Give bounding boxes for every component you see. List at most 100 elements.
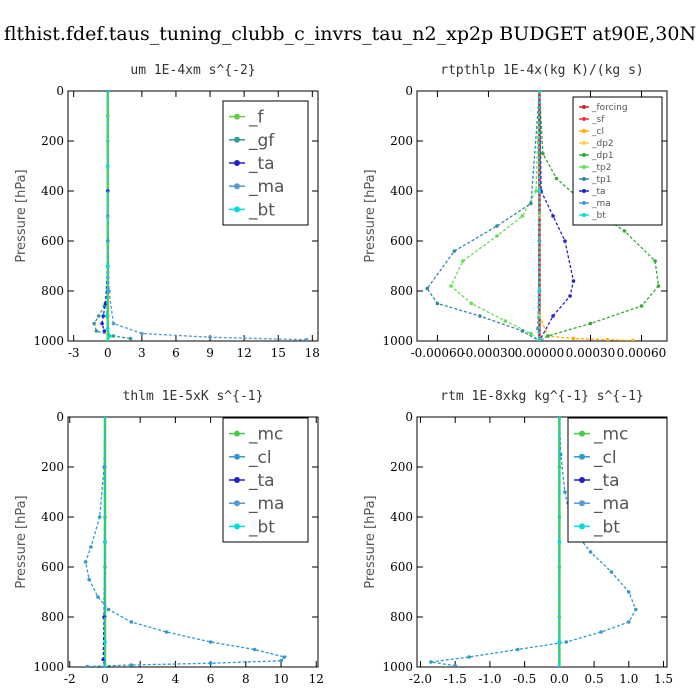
data-point (656, 284, 661, 288)
legend-label: _dp2 (591, 139, 614, 149)
series-group (429, 417, 638, 667)
y-tick-label: 800 (41, 610, 64, 624)
legend-marker (234, 183, 240, 190)
y-tick-label: 400 (390, 184, 413, 198)
y-tick-label: 600 (41, 560, 64, 574)
data-point (104, 314, 109, 318)
legend-marker (582, 129, 586, 133)
data-point (535, 326, 540, 331)
data-point (105, 339, 110, 341)
x-tick-label: 9 (206, 346, 214, 360)
y-tick-label: 800 (41, 284, 64, 298)
legend-marker (234, 523, 240, 530)
y-axis-label: Pressure [hPa] (363, 495, 378, 588)
data-point (639, 304, 644, 308)
legend-marker (582, 153, 586, 157)
data-point (541, 151, 545, 156)
chart-title: um 1E-4xm s^{-2} (130, 63, 255, 78)
x-tick-label: 10 (273, 672, 288, 686)
x-tick-label: 6 (207, 672, 215, 686)
y-tick-label: 0 (56, 84, 64, 98)
y-tick-label: 0 (405, 410, 413, 424)
data-point (208, 640, 213, 644)
y-tick-label: 600 (41, 234, 64, 248)
y-tick-label: 0 (405, 84, 413, 98)
data-point (557, 540, 562, 544)
x-tick-label: 2 (136, 672, 144, 686)
data-point (92, 321, 96, 326)
x-tick-label: 4 (172, 672, 180, 686)
y-tick-label: 400 (41, 510, 64, 524)
legend-marker (579, 430, 585, 437)
legend-label: _f (248, 108, 265, 128)
data-point (429, 660, 433, 664)
legend-label: _bt (591, 211, 606, 221)
legend-label: _ta (593, 471, 620, 491)
data-point (568, 294, 572, 298)
legend: _forcing _sf _cl _dp2 _dp1 _tp2 _tp1 _ta _ma _bt (572, 96, 663, 226)
legend-marker (582, 117, 586, 121)
data-point (449, 284, 453, 288)
legend-box (572, 96, 663, 226)
data-point (435, 301, 440, 306)
data-point (102, 329, 107, 333)
x-tick-label: 0.00060 (617, 346, 667, 360)
series-group (92, 91, 309, 341)
data-point (537, 339, 542, 341)
series-line (430, 417, 637, 667)
x-tick-label: -0.5 (513, 672, 536, 686)
data-point (554, 176, 559, 181)
data-point (469, 301, 474, 306)
data-point (588, 321, 593, 326)
y-axis-label: Pressure [hPa] (363, 169, 378, 262)
data-point (515, 647, 520, 652)
series-line (450, 91, 541, 341)
data-point (101, 314, 106, 318)
x-tick-label: 0 (101, 672, 109, 686)
data-point (101, 657, 106, 662)
legend-label: _ma (591, 199, 611, 209)
data-point (111, 334, 116, 338)
figure-title: flthist.fdef.taus_tuning_clubb_c_invrs_t… (4, 23, 696, 45)
legend-label: _cl (591, 127, 604, 137)
data-point (96, 595, 100, 599)
legend-label: _sf (591, 115, 605, 125)
series-group (425, 91, 661, 341)
data-point (599, 630, 603, 634)
data-point (106, 607, 111, 612)
data-point (103, 417, 107, 419)
data-point (129, 663, 134, 667)
chart-title: rtpthlp 1E-4x(kg K)/(kg s) (440, 63, 644, 78)
legend: _f _gf _ta _ma _bt (222, 100, 309, 226)
data-point (563, 490, 567, 494)
data-point (551, 314, 555, 318)
data-point (557, 417, 562, 419)
x-tick-label: -0.00030 (462, 346, 516, 360)
data-point (103, 665, 107, 667)
data-point (571, 279, 576, 283)
y-tick-label: 1000 (382, 660, 413, 674)
legend-marker (234, 206, 240, 213)
x-tick-label: -3 (68, 346, 80, 360)
data-point (105, 326, 110, 331)
legend-label: _ta (591, 187, 606, 197)
legend-label: _dp1 (591, 151, 614, 161)
legend-label: _mc (593, 425, 628, 445)
x-tick-label: 18 (305, 346, 320, 360)
data-point (83, 560, 88, 564)
y-tick-label: 600 (390, 560, 413, 574)
x-tick-label: 8 (242, 672, 250, 686)
data-point (653, 259, 657, 263)
legend-label: _bt (248, 200, 275, 220)
y-tick-label: 800 (390, 610, 413, 624)
data-point (140, 331, 144, 336)
legend-marker (234, 136, 240, 143)
data-point (105, 164, 110, 168)
data-point (633, 607, 638, 612)
plot-frame (67, 416, 319, 668)
data-point (557, 665, 562, 667)
legend-marker (234, 477, 240, 483)
legend-marker (579, 523, 585, 530)
legend-marker (234, 430, 240, 437)
data-point (534, 189, 538, 193)
